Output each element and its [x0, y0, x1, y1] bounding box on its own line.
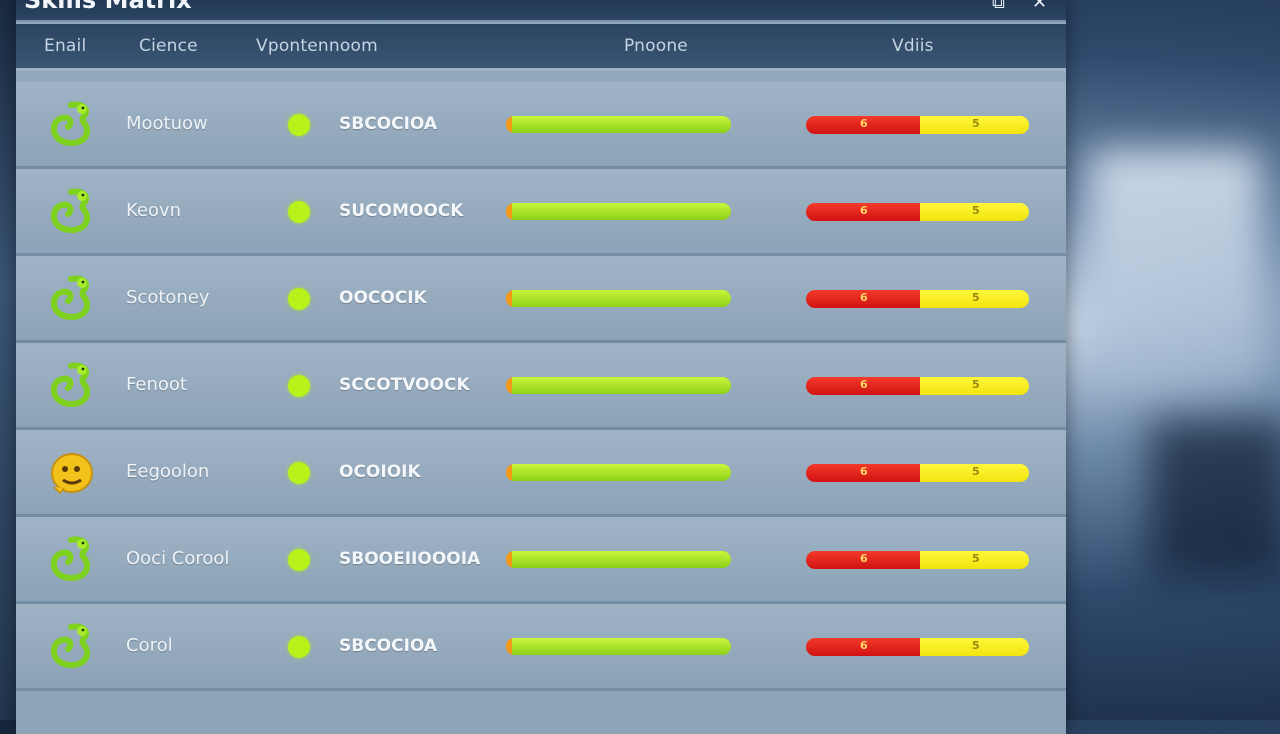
rating-red-label: 6	[860, 552, 868, 565]
row-name: Corol	[126, 635, 173, 656]
row-name: Scotoney	[126, 287, 210, 308]
rating-red-label: 6	[860, 204, 868, 217]
green-snake-icon	[46, 360, 96, 410]
progress-bar-cap	[506, 551, 514, 568]
column-header[interactable]: Vdiis	[892, 36, 934, 56]
row-code: SCCOTVOOCK	[339, 375, 470, 395]
row-code: OOCOCIK	[339, 288, 427, 308]
progress-bar-fill	[512, 116, 731, 133]
column-header[interactable]: Cience	[139, 36, 198, 56]
row-code: SBCOCIOA	[339, 636, 438, 656]
green-snake-icon	[46, 534, 96, 584]
status-dot	[288, 636, 310, 658]
green-snake-icon	[46, 273, 96, 323]
table-row[interactable]: Keovn SUCOMOOCK 6 5	[16, 169, 1066, 256]
rating-yellow-label: 5	[972, 465, 980, 478]
column-header[interactable]: Pnoone	[624, 36, 688, 56]
status-dot	[288, 462, 310, 484]
row-name: Ooci Corool	[126, 548, 230, 569]
status-dot	[288, 114, 310, 136]
row-name: Eegoolon	[126, 461, 210, 482]
progress-bar-fill	[512, 638, 731, 655]
rating-bar-red	[806, 290, 920, 308]
status-dot	[288, 549, 310, 571]
green-snake-icon	[46, 621, 96, 671]
column-header[interactable]: Enail	[44, 36, 87, 56]
rating-bar-red	[806, 551, 920, 569]
progress-bar-fill	[512, 551, 731, 568]
progress-bar-fill	[512, 290, 731, 307]
rating-bar-red	[806, 638, 920, 656]
rating-yellow-label: 5	[972, 204, 980, 217]
column-header[interactable]: Vpontennoom	[256, 36, 378, 56]
table-row[interactable]: Scotoney OOCOCIK 6 5	[16, 256, 1066, 343]
rating-red-label: 6	[860, 117, 868, 130]
row-code: SBOOEIIOOOIA	[339, 549, 481, 569]
progress-bar-fill	[512, 203, 731, 220]
skills-matrix-window: Skills Matrix ⧉ ✕ Enail Cience Vpontenno…	[16, 0, 1066, 734]
rating-bar-yellow	[920, 551, 1029, 569]
background-edge	[0, 0, 16, 720]
rating-bar-yellow	[920, 464, 1029, 482]
table-header: Enail Cience Vpontennoom Pnoone Vdiis	[16, 24, 1066, 71]
background-blur	[1150, 420, 1280, 580]
rating-red-label: 6	[860, 291, 868, 304]
yellow-face-icon	[46, 447, 96, 497]
rating-red-label: 6	[860, 639, 868, 652]
rating-bar-yellow	[920, 638, 1029, 656]
status-dot	[288, 201, 310, 223]
progress-bar-fill	[512, 464, 731, 481]
title-bar[interactable]: Skills Matrix ⧉ ✕	[16, 0, 1066, 22]
table-row[interactable]: Corol SBCOCIOA 6 5	[16, 604, 1066, 691]
green-snake-icon	[46, 186, 96, 236]
rating-yellow-label: 5	[972, 378, 980, 391]
rating-bar-red	[806, 203, 920, 221]
progress-bar-cap	[506, 638, 514, 655]
row-code: OCOIOIK	[339, 462, 421, 482]
table-row[interactable]: Ooci Corool SBOOEIIOOOIA 6 5	[16, 517, 1066, 604]
row-code: SBCOCIOA	[339, 114, 438, 134]
rating-yellow-label: 5	[972, 117, 980, 130]
rating-bar-red	[806, 464, 920, 482]
row-name: Mootuow	[126, 113, 208, 134]
status-dot	[288, 375, 310, 397]
green-snake-icon	[46, 99, 96, 149]
rating-yellow-label: 5	[972, 639, 980, 652]
rating-bar-yellow	[920, 203, 1029, 221]
window-title: Skills Matrix	[24, 0, 192, 14]
table-row[interactable]: Fenoot SCCOTVOOCK 6 5	[16, 343, 1066, 430]
progress-bar-cap	[506, 290, 514, 307]
rating-red-label: 6	[860, 378, 868, 391]
rating-bar-yellow	[920, 116, 1029, 134]
progress-bar-fill	[512, 377, 731, 394]
rating-bar-yellow	[920, 290, 1029, 308]
background-blur	[1090, 150, 1260, 380]
restore-icon[interactable]: ⧉	[992, 0, 1005, 13]
progress-bar-cap	[506, 464, 514, 481]
rating-bar-yellow	[920, 377, 1029, 395]
rating-bar-red	[806, 377, 920, 395]
row-name: Fenoot	[126, 374, 187, 395]
table-row[interactable]: Mootuow SBCOCIOA 6 5	[16, 82, 1066, 169]
progress-bar-cap	[506, 377, 514, 394]
close-icon[interactable]: ✕	[1032, 0, 1048, 13]
status-dot	[288, 288, 310, 310]
table-row[interactable]: Eegoolon OCOIOIK 6 5	[16, 430, 1066, 517]
progress-bar-cap	[506, 203, 514, 220]
progress-bar-cap	[506, 116, 514, 133]
row-name: Keovn	[126, 200, 182, 221]
rating-yellow-label: 5	[972, 552, 980, 565]
rating-yellow-label: 5	[972, 291, 980, 304]
rating-bar-red	[806, 116, 920, 134]
rating-red-label: 6	[860, 465, 868, 478]
row-code: SUCOMOOCK	[339, 201, 464, 221]
